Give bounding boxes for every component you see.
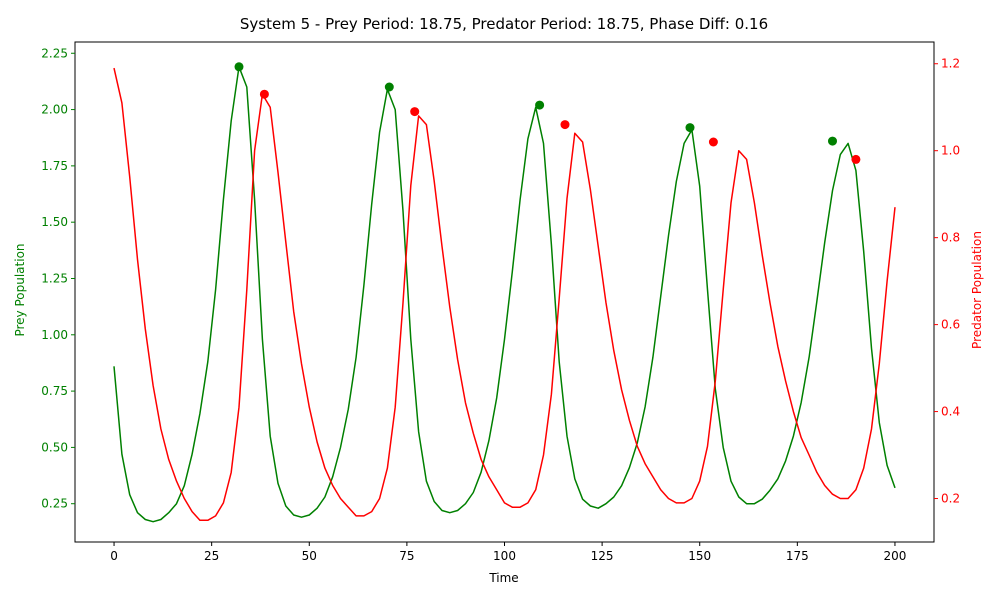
x-tick-label: 75 — [399, 549, 414, 563]
predator-peak-marker — [259, 89, 269, 99]
prey-line — [113, 66, 896, 523]
x-axis-title: Time — [488, 571, 518, 585]
left-y-axis-title: Prey Population — [13, 243, 27, 336]
left-y-tick-label: 2.00 — [41, 103, 68, 117]
left-y-tick-label: 0.25 — [41, 497, 68, 511]
predator-peak-marker — [410, 107, 420, 117]
predator-peak-marker — [708, 137, 718, 147]
predator-line — [113, 67, 896, 522]
right-y-tick-label: 1.0 — [941, 144, 960, 158]
predator-peak-marker — [560, 120, 570, 130]
x-tick-label: 25 — [204, 549, 219, 563]
right-y-tick-label: 0.6 — [941, 318, 960, 332]
plot-frame — [74, 41, 935, 543]
left-y-tick-label: 1.00 — [41, 328, 68, 342]
prey-peak-marker — [234, 62, 244, 72]
x-tick-label: 200 — [884, 549, 907, 563]
left-y-tick-label: 1.50 — [41, 215, 68, 229]
x-tick-label: 0 — [110, 549, 118, 563]
left-y-tick-label: 1.25 — [41, 271, 68, 285]
left-y-tick-label: 0.50 — [41, 440, 68, 454]
right-y-tick-label: 0.2 — [941, 492, 960, 506]
x-tick-label: 150 — [688, 549, 711, 563]
x-tick-label: 175 — [786, 549, 809, 563]
prey-peak-marker — [535, 100, 545, 110]
prey-peak-marker — [384, 82, 394, 92]
predator-peak-marker — [851, 154, 861, 164]
chart-title: System 5 - Prey Period: 18.75, Predator … — [240, 15, 768, 33]
right-y-tick-label: 0.4 — [941, 405, 960, 419]
left-y-tick-label: 0.75 — [41, 384, 68, 398]
x-tick-label: 100 — [493, 549, 516, 563]
right-y-tick-label: 0.8 — [941, 231, 960, 245]
prey-peak-marker — [828, 136, 837, 146]
plot-area: 0 25 50 75 100 125 150 175 200 0.25 0.50 0.75 1.00 1.… — [41, 41, 960, 563]
right-y-axis-title: Predator Population — [970, 231, 984, 349]
right-y-tick-label: 1.2 — [941, 57, 960, 71]
x-tick-label: 50 — [302, 549, 317, 563]
prey-peak-marker — [685, 123, 695, 133]
x-tick-label: 125 — [591, 549, 614, 563]
left-y-tick-label: 1.75 — [41, 159, 68, 173]
left-y-tick-label: 2.25 — [41, 46, 68, 60]
